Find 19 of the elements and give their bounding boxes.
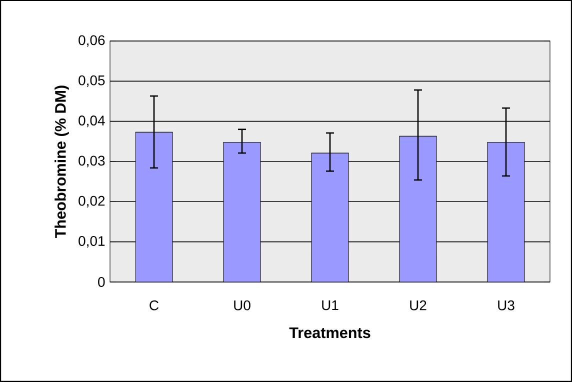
x-tick-label: U1	[322, 300, 338, 310]
x-tick-label: U3	[498, 300, 514, 310]
y-tick-label: 0	[98, 277, 105, 287]
bar	[399, 136, 437, 282]
x-axis-title: Treatments	[289, 327, 370, 338]
y-tick-label: 0,02	[78, 196, 105, 208]
y-tick-label: 0,03	[78, 156, 105, 168]
x-tick-label: U0	[234, 300, 250, 310]
y-tick-label: 0,06	[78, 35, 105, 47]
y-tick-label: 0,01	[78, 236, 105, 248]
bar	[223, 142, 261, 282]
bar	[487, 142, 525, 282]
bar	[135, 132, 173, 282]
y-tick-label: 0,05	[78, 75, 105, 87]
x-tick-label: C	[150, 300, 159, 310]
x-tick-label: U2	[410, 300, 426, 310]
y-axis-title: Theobromine (% DM)	[54, 86, 69, 238]
y-tick-label: 0,04	[78, 116, 105, 128]
bar	[311, 152, 349, 282]
